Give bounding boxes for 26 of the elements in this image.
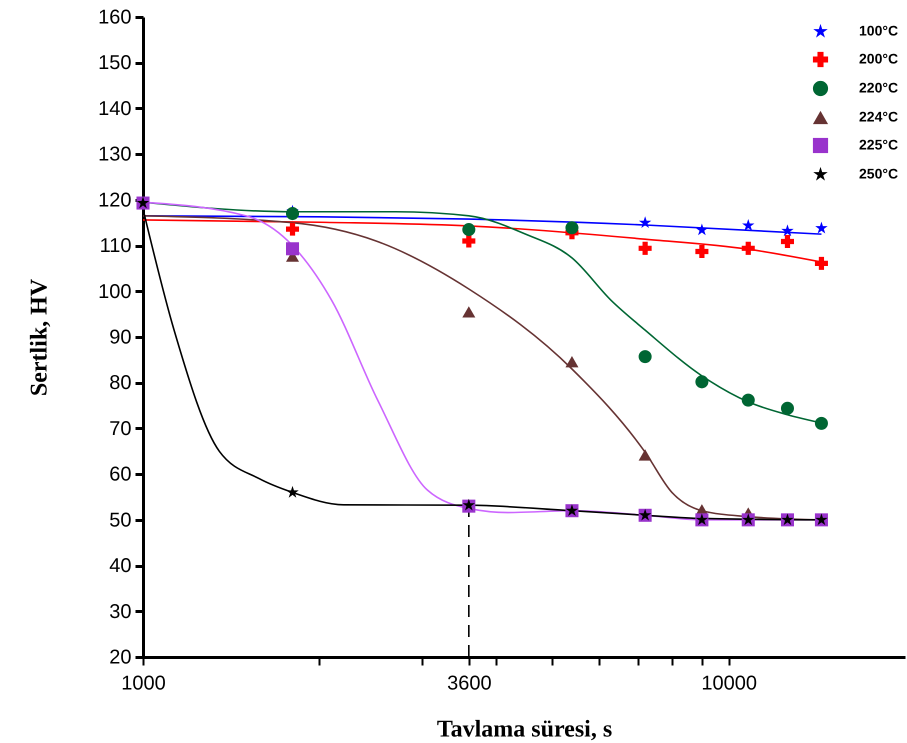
x-tick-label: 1000 — [121, 672, 166, 694]
legend-label: 200°C — [859, 50, 898, 66]
y-tick-label: 30 — [109, 600, 132, 623]
y-tick-label: 120 — [98, 189, 132, 212]
legend-label: 250°C — [859, 166, 898, 182]
y-tick-label: 40 — [109, 555, 132, 578]
y-tick-label: 50 — [109, 509, 132, 532]
y-axis-title: Sertlik, HV — [26, 278, 52, 396]
legend-label: 225°C — [859, 136, 898, 152]
y-tick-label: 110 — [100, 235, 132, 258]
y-tick-label: 90 — [109, 326, 132, 348]
x-axis-title: Tavlama süresi, s — [436, 716, 612, 742]
y-tick-label: 80 — [109, 372, 132, 394]
y-tick-label: 130 — [98, 144, 132, 166]
y-tick-label: 150 — [98, 52, 132, 74]
legend-label: 224°C — [859, 108, 898, 124]
y-tick-label: 160 — [98, 6, 132, 28]
x-tick-label: 10000 — [701, 672, 757, 694]
y-tick-label: 70 — [109, 418, 132, 440]
legend-label: 220°C — [859, 80, 898, 96]
y-tick-label: 60 — [109, 464, 132, 486]
y-tick-label: 100 — [98, 280, 132, 303]
x-tick-label: 3600 — [447, 672, 492, 694]
y-tick-label: 20 — [109, 646, 132, 668]
legend-label: 100°C — [859, 22, 898, 38]
y-tick-label: 140 — [98, 98, 132, 120]
